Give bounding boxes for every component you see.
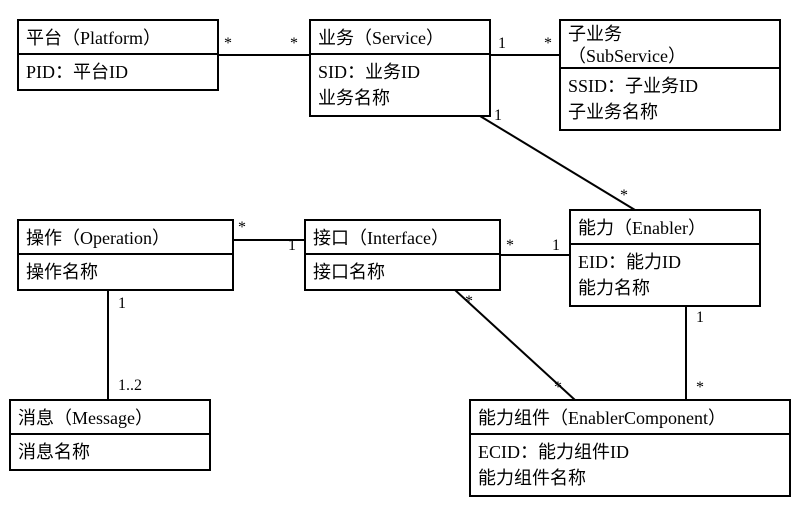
node-attr: 能力组件名称 [478, 468, 586, 488]
node-attr: 接口名称 [313, 262, 385, 282]
node-enabler_component: 能力组件（EnablerComponent） ECID：能力组件ID 能力组件名称 [470, 400, 790, 496]
mult: * [620, 187, 628, 204]
node-attr: 子业务名称 [568, 102, 658, 122]
node-attr: SSID：子业务ID [568, 76, 698, 96]
mult: * [544, 35, 552, 52]
mult: 1..2 [118, 377, 142, 394]
mult: 1 [288, 237, 296, 254]
node-message: 消息（Message） 消息名称 [10, 400, 210, 470]
node-operation: 操作（Operation） 操作名称 [18, 220, 233, 290]
mult: * [290, 35, 298, 52]
node-title: 能力（Enabler） [578, 218, 706, 238]
node-attr: 业务名称 [318, 88, 390, 108]
node-attr: 消息名称 [18, 442, 90, 462]
node-title: 平台（Platform） [26, 28, 161, 48]
node-title: 能力组件（EnablerComponent） [478, 408, 726, 428]
mult: 1 [494, 107, 502, 124]
node-title: （SubService） [568, 46, 686, 66]
mult: 1 [118, 295, 126, 312]
node-title: 业务（Service） [318, 28, 444, 48]
node-attr: EID：能力ID [578, 252, 681, 272]
node-title: 接口（Interface） [313, 228, 449, 248]
mult: * [696, 379, 704, 396]
node-title: 消息（Message） [18, 408, 153, 428]
node-enabler: 能力（Enabler） EID：能力ID 能力名称 [570, 210, 760, 306]
mult: 1 [552, 237, 560, 254]
uml-diagram: * * 1 * 1 * * 1 * 1 1 1..2 * * 1 * 平台（Platform） PID：平台ID 业… [0, 0, 800, 505]
node-interface: 接口（Interface） 接口名称 [305, 220, 500, 290]
node-attr: SID：业务ID [318, 62, 420, 82]
mult: * [554, 379, 562, 396]
node-attr: 操作名称 [26, 262, 98, 282]
mult: * [238, 219, 246, 236]
mult: * [465, 293, 473, 310]
node-attr: 能力名称 [578, 278, 650, 298]
mult: 1 [498, 35, 506, 52]
node-service: 业务（Service） SID：业务ID 业务名称 [310, 20, 490, 116]
node-title: 子业务 [568, 24, 622, 44]
node-attr: PID：平台ID [26, 62, 128, 82]
mult: * [224, 35, 232, 52]
mult: 1 [696, 309, 704, 326]
node-title: 操作（Operation） [26, 228, 170, 248]
node-platform: 平台（Platform） PID：平台ID [18, 20, 218, 90]
node-attr: ECID：能力组件ID [478, 442, 629, 462]
mult: * [506, 237, 514, 254]
node-subservice: 子业务（SubService） SSID：子业务ID 子业务名称 [560, 20, 780, 130]
